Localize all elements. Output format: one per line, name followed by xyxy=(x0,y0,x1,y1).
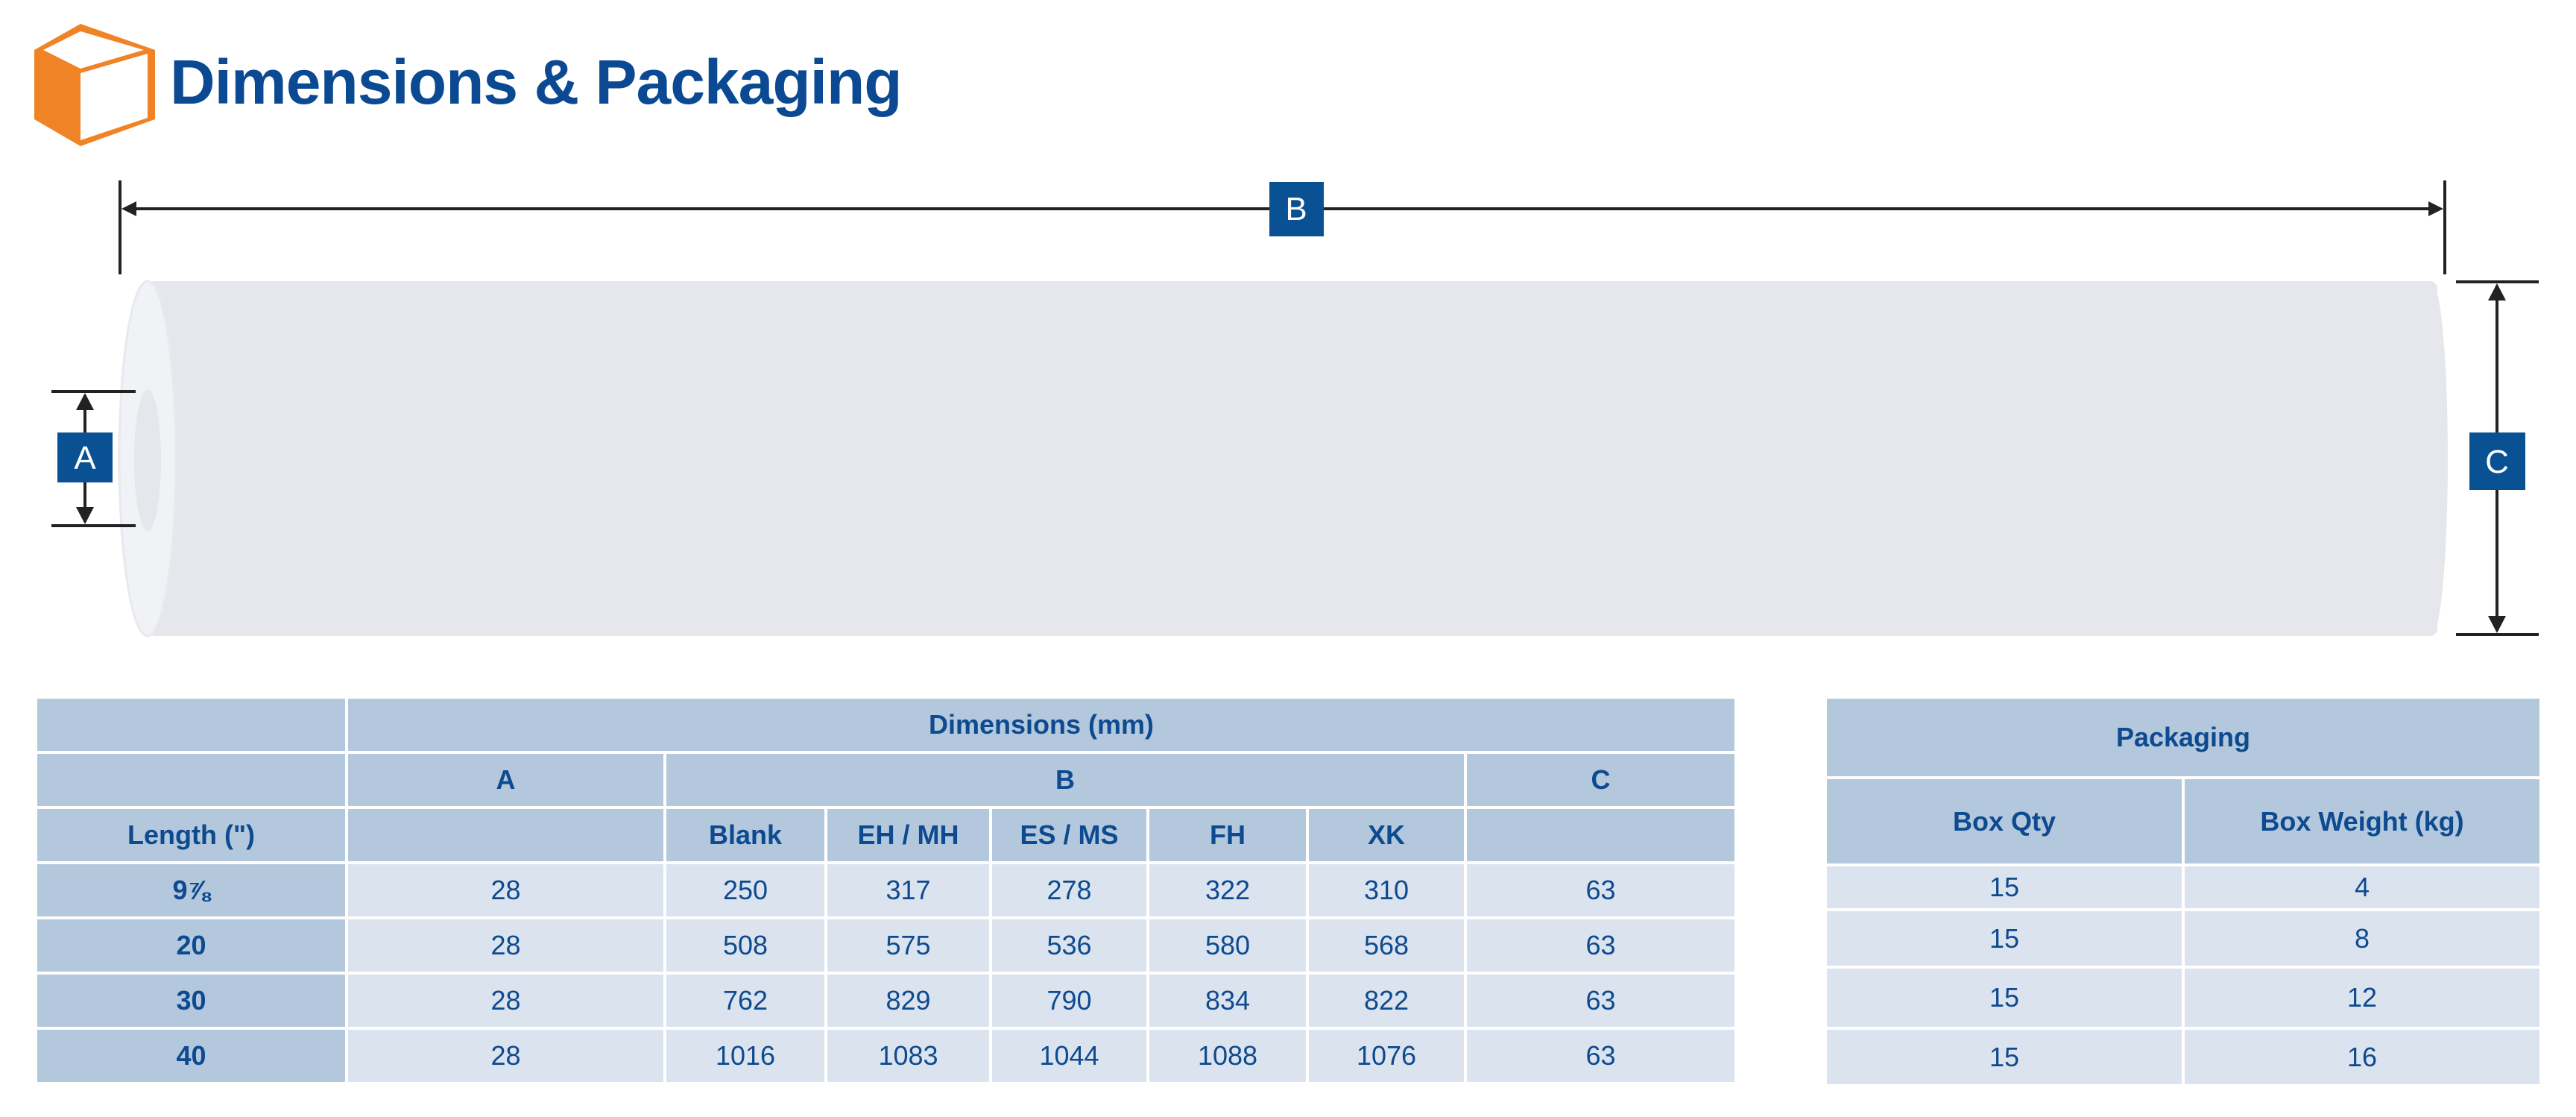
b-cell: 1083 xyxy=(824,1027,992,1085)
b-cell: 762 xyxy=(663,972,827,1030)
label-a: A xyxy=(74,440,96,476)
length-header: Length (") xyxy=(34,806,348,864)
c-cell: 63 xyxy=(1464,1027,1737,1085)
page-title: Dimensions & Packaging xyxy=(170,47,903,117)
a-cell: 28 xyxy=(345,916,666,975)
b-cell: 317 xyxy=(824,861,992,919)
box-qty-cell: 15 xyxy=(1824,863,2185,911)
empty-header-cell xyxy=(345,806,666,864)
box-weight-cell: 4 xyxy=(2182,863,2542,911)
group-header-a: A xyxy=(345,751,666,809)
b-cell: 580 xyxy=(1146,916,1309,975)
box-qty-cell: 15 xyxy=(1824,908,2185,969)
packaging-title: Packaging xyxy=(1824,696,2542,779)
label-b: B xyxy=(1285,191,1307,227)
box-weight-cell: 12 xyxy=(2182,966,2542,1030)
b-subheader: Blank xyxy=(663,806,827,864)
length-cell: 20 xyxy=(34,916,348,975)
a-cell: 28 xyxy=(345,972,666,1030)
box-icon xyxy=(34,24,155,146)
label-a-box xyxy=(57,432,113,482)
b-cell: 310 xyxy=(1306,861,1467,919)
group-header-b: B xyxy=(663,751,1467,809)
length-cell: 30 xyxy=(34,972,348,1030)
length-cell: 40 xyxy=(34,1027,348,1085)
table-row: 40 28 1016 1083 1044 1088 1076 63 xyxy=(34,1027,1737,1085)
label-b-box xyxy=(1269,182,1324,236)
box-weight-cell: 8 xyxy=(2182,908,2542,969)
box-qty-cell: 15 xyxy=(1824,1027,2185,1087)
b-subheader: FH xyxy=(1146,806,1309,864)
table-row: 20 28 508 575 536 580 568 63 xyxy=(34,916,1737,975)
box-qty-header: Box Qty xyxy=(1824,776,2185,866)
b-cell: 568 xyxy=(1306,916,1467,975)
label-c: C xyxy=(2485,444,2509,480)
table-row: 9⅞ 28 250 317 278 322 310 63 xyxy=(34,861,1737,919)
table-row: 30 28 762 829 790 834 822 63 xyxy=(34,972,1737,1030)
b-cell: 575 xyxy=(824,916,992,975)
length-cell: 9⅞ xyxy=(34,861,348,919)
group-header-c: C xyxy=(1464,751,1737,809)
b-cell: 536 xyxy=(989,916,1149,975)
b-cell: 1016 xyxy=(663,1027,827,1085)
c-cell: 63 xyxy=(1464,972,1737,1030)
b-cell: 508 xyxy=(663,916,827,975)
b-cell: 1044 xyxy=(989,1027,1149,1085)
c-cell: 63 xyxy=(1464,861,1737,919)
b-cell: 829 xyxy=(824,972,992,1030)
b-cell: 1088 xyxy=(1146,1027,1309,1085)
packaging-table: Packaging Box Qty Box Weight (kg) 15 4 15 8 1… xyxy=(1824,696,2542,1087)
b-cell: 834 xyxy=(1146,972,1309,1030)
table-row: 15 12 xyxy=(1824,966,2542,1030)
b-subheader: EH / MH xyxy=(824,806,992,864)
b-cell: 822 xyxy=(1306,972,1467,1030)
dimensions-title: Dimensions (mm) xyxy=(345,696,1737,754)
b-cell: 1076 xyxy=(1306,1027,1467,1085)
b-cell: 322 xyxy=(1146,861,1309,919)
box-weight-cell: 16 xyxy=(2182,1027,2542,1087)
filter-cartridge-diagram: B A C xyxy=(51,180,2539,638)
a-cell: 28 xyxy=(345,1027,666,1085)
b-cell: 250 xyxy=(663,861,827,919)
table-row: 15 16 xyxy=(1824,1027,2542,1087)
empty-header-cell xyxy=(34,696,348,754)
b-subheader: ES / MS xyxy=(989,806,1149,864)
label-c-box xyxy=(2469,432,2525,490)
cartridge-body xyxy=(118,280,2448,638)
dimension-a xyxy=(51,390,136,527)
b-cell: 790 xyxy=(989,972,1149,1030)
c-cell: 63 xyxy=(1464,916,1737,975)
empty-header-cell xyxy=(34,751,348,809)
table-row: 15 8 xyxy=(1824,908,2542,969)
a-cell: 28 xyxy=(345,861,666,919)
table-row: 15 4 xyxy=(1824,863,2542,911)
empty-header-cell xyxy=(1464,806,1737,864)
box-qty-cell: 15 xyxy=(1824,966,2185,1030)
b-cell: 278 xyxy=(989,861,1149,919)
b-subheader: XK xyxy=(1306,806,1467,864)
box-weight-header: Box Weight (kg) xyxy=(2182,776,2542,866)
